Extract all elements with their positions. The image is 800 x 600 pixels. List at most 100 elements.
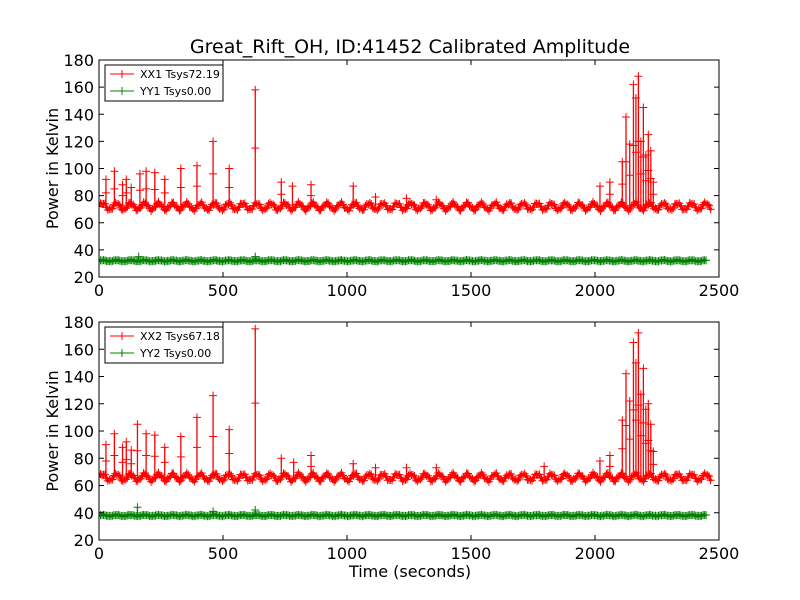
data-point xyxy=(706,476,715,485)
spike-marker xyxy=(160,175,169,184)
data-point xyxy=(263,474,272,483)
y-tick-label: 60 xyxy=(74,477,94,496)
data-point xyxy=(263,203,272,212)
x-axis-label: Time (seconds) xyxy=(348,562,471,581)
spike-marker xyxy=(251,144,260,153)
data-point xyxy=(255,471,264,480)
spike-marker xyxy=(176,183,185,192)
data-point xyxy=(205,206,214,215)
data-point xyxy=(114,470,123,479)
data-point xyxy=(182,468,191,477)
plot-area xyxy=(99,72,715,266)
data-point xyxy=(330,477,339,486)
data-point xyxy=(477,468,486,477)
spike-marker xyxy=(101,440,110,449)
legend-entry: YY1 Tsys0.00 xyxy=(139,85,211,98)
legend-swatch-marker xyxy=(118,349,126,357)
data-point xyxy=(565,202,574,211)
data-point xyxy=(225,469,234,478)
x-tick-label: 0 xyxy=(94,544,104,563)
data-point xyxy=(129,200,138,209)
data-point xyxy=(322,469,331,478)
spike-marker xyxy=(122,175,131,184)
data-point xyxy=(345,206,353,215)
data-point xyxy=(471,205,480,214)
data-point xyxy=(690,200,699,209)
legend-entry: XX2 Tsys67.18 xyxy=(140,330,220,343)
data-point xyxy=(542,475,551,484)
spike-marker xyxy=(142,451,151,460)
data-point xyxy=(514,205,523,213)
data-point xyxy=(373,206,382,214)
x-tick-label: 2000 xyxy=(575,281,616,300)
data-point xyxy=(639,477,648,486)
data-point xyxy=(240,470,249,479)
data-point xyxy=(557,203,566,212)
spike-marker xyxy=(349,182,358,191)
data-point xyxy=(261,475,270,484)
legend-box xyxy=(104,64,224,102)
data-point xyxy=(182,198,191,206)
spike-marker xyxy=(192,413,201,422)
data-point xyxy=(499,477,508,486)
legend: XX1 Tsys72.19 YY1 Tsys0.00 xyxy=(104,64,224,102)
data-point xyxy=(513,206,522,214)
spike-marker xyxy=(176,164,185,173)
data-point xyxy=(410,472,419,481)
spike-marker xyxy=(618,416,627,425)
data-point xyxy=(470,206,478,215)
spike-marker xyxy=(176,432,185,441)
data-point xyxy=(507,199,516,208)
data-point xyxy=(316,206,325,215)
series-0 xyxy=(99,324,715,486)
data-point xyxy=(197,469,206,478)
spike-marker xyxy=(150,452,159,461)
spike-marker xyxy=(288,182,297,191)
series-markers xyxy=(99,256,711,266)
legend-swatch-marker xyxy=(118,70,126,78)
x-tick-label: 2000 xyxy=(575,544,616,563)
y-tick-label: 20 xyxy=(74,268,94,287)
data-point xyxy=(410,201,419,210)
y-tick-label: 80 xyxy=(74,449,94,468)
spike-marker xyxy=(110,451,119,460)
spike-marker xyxy=(209,391,218,400)
spike-marker xyxy=(622,157,630,166)
data-point xyxy=(571,474,580,483)
data-point xyxy=(220,205,228,214)
data-point xyxy=(417,202,426,211)
y-tick-label: 180 xyxy=(63,313,94,332)
data-point xyxy=(611,206,620,215)
spike-marker xyxy=(432,195,441,204)
data-point xyxy=(507,470,516,479)
data-point xyxy=(571,204,580,212)
data-point xyxy=(248,205,257,214)
spike-marker xyxy=(251,252,260,261)
data-point xyxy=(513,476,522,485)
legend-box xyxy=(104,326,224,364)
data-point xyxy=(367,470,376,479)
data-point xyxy=(359,476,368,485)
spike-marker xyxy=(277,190,286,199)
spike-marker xyxy=(646,146,655,155)
data-point xyxy=(520,199,529,207)
spike-marker xyxy=(634,72,643,81)
data-point xyxy=(470,477,478,486)
spike-marker xyxy=(639,364,648,373)
data-point xyxy=(373,476,382,485)
data-point xyxy=(114,200,123,209)
data-point xyxy=(316,477,325,486)
spike-marker xyxy=(618,180,627,189)
spike-marker xyxy=(595,182,604,191)
x-tick-label: 0 xyxy=(94,281,104,300)
data-point xyxy=(322,198,331,207)
top-plot: 0 500 1000 1500 2000 2500 20 40 60 80 100 120 140 160… xyxy=(43,51,739,300)
data-point xyxy=(270,472,279,481)
spike-marker xyxy=(209,169,218,178)
data-point xyxy=(603,198,612,207)
data-point xyxy=(123,473,132,482)
data-point xyxy=(706,205,715,214)
spike-marker xyxy=(160,188,169,197)
spike-marker xyxy=(402,463,411,472)
series-markers xyxy=(99,197,715,215)
